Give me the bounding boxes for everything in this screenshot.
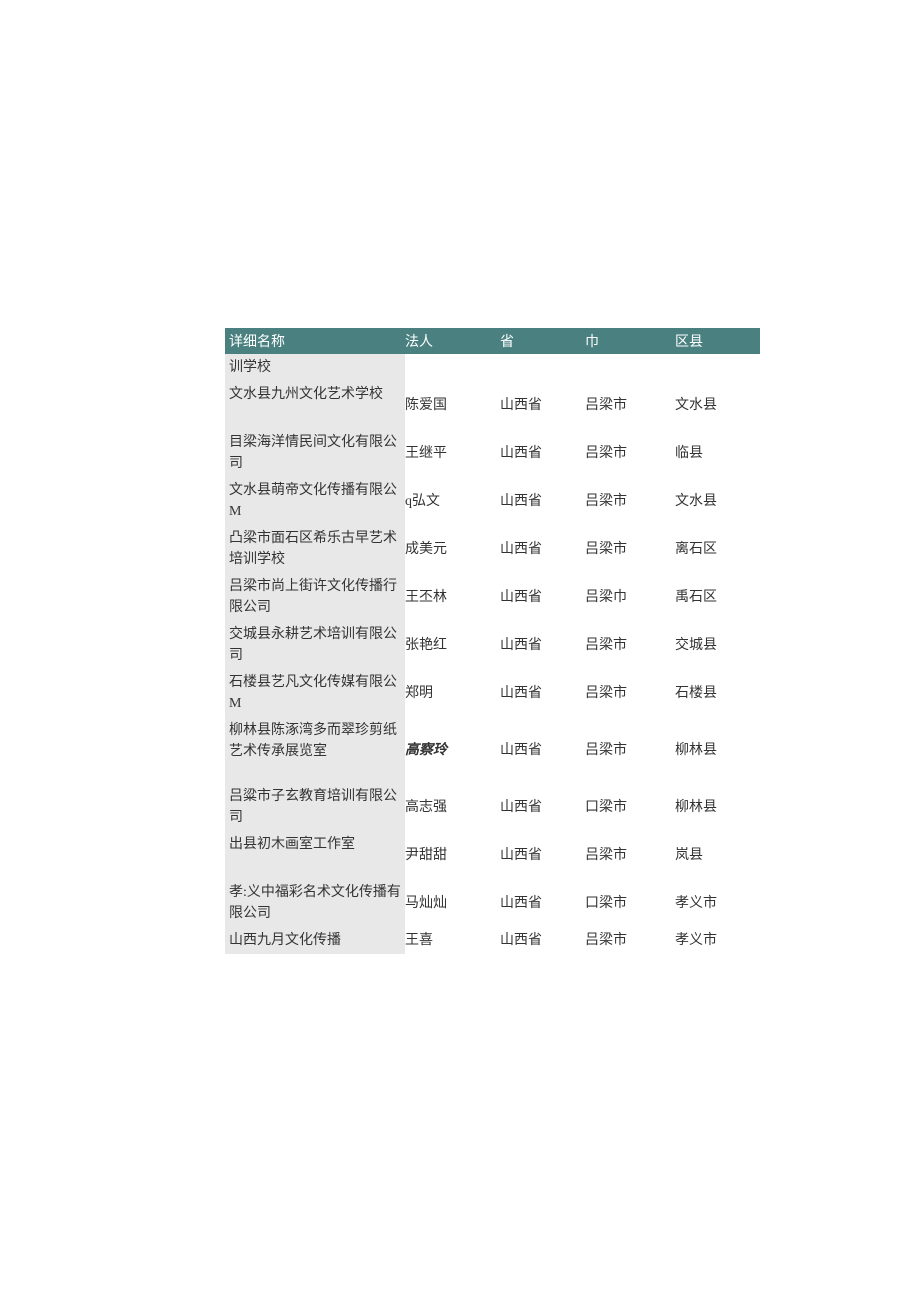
cell-name: 交城县永耕艺术培训有限公司 <box>225 621 405 669</box>
cell-district: 交城县 <box>675 632 760 659</box>
cell-city: 吕梁市 <box>585 737 675 764</box>
cell-name: 吕梁市尚上街许文化传播行限公司 <box>225 573 405 621</box>
cell-name: 文水县萌帝文化传播有限公M <box>225 477 405 525</box>
header-name: 详细名称 <box>225 331 405 351</box>
cell-district: 柳林县 <box>675 794 760 821</box>
cell-district: 孝义市 <box>675 927 760 954</box>
cell-person: 张艳红 <box>405 632 500 659</box>
cell-city <box>585 365 675 371</box>
table-row: 文水县九州文化艺术学校陈爱国山西省吕梁市文水县 <box>225 381 760 429</box>
cell-city: 吕梁市 <box>585 440 675 467</box>
header-city: 巾 <box>585 331 675 351</box>
cell-province <box>500 365 585 371</box>
cell-person: 高志强 <box>405 794 500 821</box>
cell-name: 训学校 <box>225 354 405 381</box>
cell-district: 文水县 <box>675 392 760 419</box>
cell-district: 临县 <box>675 440 760 467</box>
table-row: 柳林县陈涿湾多而翠珍剪纸艺术传承展览室高察玲山西省吕梁市柳林县 <box>225 717 760 783</box>
cell-district: 石楼县 <box>675 680 760 707</box>
table-row: 孝:义中福彩名术文化传播有限公司马灿灿山西省口梁市孝义市 <box>225 879 760 927</box>
cell-person: 王继平 <box>405 440 500 467</box>
cell-person: 陈爱国 <box>405 392 500 419</box>
cell-person: 成美元 <box>405 536 500 563</box>
cell-city: 吕梁市 <box>585 632 675 659</box>
cell-person: 王喜 <box>405 927 500 954</box>
cell-province: 山西省 <box>500 488 585 515</box>
cell-district <box>675 365 760 371</box>
cell-name: 柳林县陈涿湾多而翠珍剪纸艺术传承展览室 <box>225 717 405 783</box>
cell-person: q弘文 <box>405 488 500 515</box>
table-row: 吕梁市尚上街许文化传播行限公司王丕林山西省吕梁巾禹石区 <box>225 573 760 621</box>
cell-province: 山西省 <box>500 842 585 869</box>
cell-province: 山西省 <box>500 440 585 467</box>
cell-person: 王丕林 <box>405 584 500 611</box>
cell-city: 吕梁市 <box>585 392 675 419</box>
cell-province: 山西省 <box>500 737 585 764</box>
cell-name: 凸梁市面石区希乐古早艺术培训学校 <box>225 525 405 573</box>
cell-city: 吕梁市 <box>585 842 675 869</box>
cell-city: 吕梁市 <box>585 536 675 563</box>
cell-name: 石楼县艺凡文化传媒有限公M <box>225 669 405 717</box>
header-district: 区县 <box>675 331 760 351</box>
cell-district: 禹石区 <box>675 584 760 611</box>
cell-province: 山西省 <box>500 794 585 821</box>
cell-district: 文水县 <box>675 488 760 515</box>
cell-city: 吕梁市 <box>585 927 675 954</box>
cell-district: 柳林县 <box>675 737 760 764</box>
table-row: 出县初木画室工作室尹甜甜山西省吕梁市岚县 <box>225 831 760 879</box>
table-row: 交城县永耕艺术培训有限公司张艳红山西省吕梁市交城县 <box>225 621 760 669</box>
header-person: 法人 <box>405 331 500 351</box>
cell-district: 孝义市 <box>675 890 760 917</box>
cell-city: 吕梁巾 <box>585 584 675 611</box>
table-row: 目梁海洋情民间文化有限公司王继平山西省吕梁市临县 <box>225 429 760 477</box>
table-header-row: 详细名称 法人 省 巾 区县 <box>225 328 760 354</box>
table-row: 山西九月文化传播王喜山西省吕梁市孝义市 <box>225 927 760 954</box>
cell-city: 吕梁市 <box>585 488 675 515</box>
table-row: 石楼县艺凡文化传媒有限公M郑明山西省吕梁市石楼县 <box>225 669 760 717</box>
cell-name: 目梁海洋情民间文化有限公司 <box>225 429 405 477</box>
cell-province: 山西省 <box>500 927 585 954</box>
cell-name: 山西九月文化传播 <box>225 927 405 954</box>
cell-city: 口梁市 <box>585 794 675 821</box>
cell-person: 郑明 <box>405 680 500 707</box>
data-table: 详细名称 法人 省 巾 区县 训学校文水县九州文化艺术学校陈爱国山西省吕梁市文水… <box>225 328 760 954</box>
table-row: 凸梁市面石区希乐古早艺术培训学校成美元山西省吕梁市离石区 <box>225 525 760 573</box>
cell-person: 马灿灿 <box>405 890 500 917</box>
cell-person: 高察玲 <box>405 737 500 764</box>
table-row: 文水县萌帝文化传播有限公Mq弘文山西省吕梁市文水县 <box>225 477 760 525</box>
cell-person: 尹甜甜 <box>405 842 500 869</box>
header-province: 省 <box>500 331 585 351</box>
table-row: 训学校 <box>225 354 760 381</box>
cell-city: 吕梁市 <box>585 680 675 707</box>
cell-name: 吕粱市子玄教育培训有限公司 <box>225 783 405 831</box>
cell-name: 出县初木画室工作室 <box>225 831 405 879</box>
cell-province: 山西省 <box>500 890 585 917</box>
cell-name: 文水县九州文化艺术学校 <box>225 381 405 429</box>
cell-province: 山西省 <box>500 392 585 419</box>
cell-province: 山西省 <box>500 680 585 707</box>
table-row: 吕粱市子玄教育培训有限公司高志强山西省口梁市柳林县 <box>225 783 760 831</box>
cell-district: 岚县 <box>675 842 760 869</box>
cell-district: 离石区 <box>675 536 760 563</box>
cell-province: 山西省 <box>500 536 585 563</box>
cell-name: 孝:义中福彩名术文化传播有限公司 <box>225 879 405 927</box>
cell-person <box>405 365 500 371</box>
cell-province: 山西省 <box>500 632 585 659</box>
cell-city: 口梁市 <box>585 890 675 917</box>
table-body: 训学校文水县九州文化艺术学校陈爱国山西省吕梁市文水县目梁海洋情民间文化有限公司王… <box>225 354 760 954</box>
cell-province: 山西省 <box>500 584 585 611</box>
